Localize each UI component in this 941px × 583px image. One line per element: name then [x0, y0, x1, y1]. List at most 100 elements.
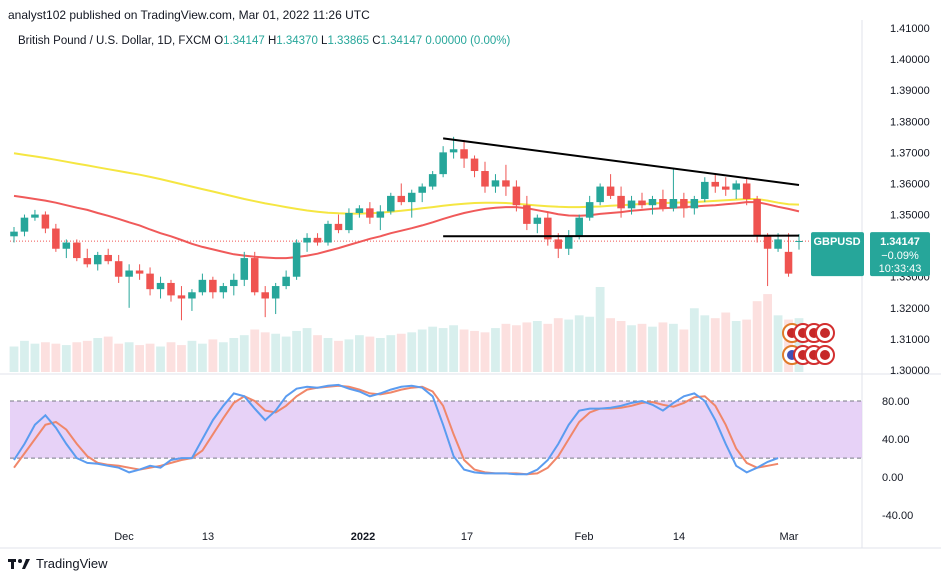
candle-body: [606, 186, 615, 196]
candle-body: [83, 258, 92, 265]
volume-bar: [532, 321, 542, 372]
candle-body: [334, 223, 343, 231]
price-tick-label: 1.38000: [890, 116, 930, 128]
change-value: 0.00000 (0.00%): [425, 35, 511, 47]
price-tag-change: −0.09%: [881, 250, 919, 262]
volume-bar: [344, 339, 354, 372]
volume-bar: [61, 345, 71, 372]
volume-bar: [417, 329, 427, 372]
volume-bar: [281, 336, 291, 372]
time-tick-label: 13: [202, 531, 214, 543]
price-tick-label: 1.36000: [890, 178, 930, 190]
candle-body: [638, 200, 646, 206]
candle-body: [104, 254, 112, 262]
candle-body: [324, 223, 332, 243]
volume-bar: [658, 322, 668, 372]
open-label: O: [214, 35, 224, 47]
volume-bar: [93, 338, 103, 372]
candle-body: [701, 181, 709, 199]
volume-bar: [595, 287, 605, 372]
volume-bar: [386, 335, 396, 372]
time-tick-label: Dec: [114, 531, 134, 543]
price-tick-label: 1.41000: [890, 23, 930, 35]
volume-bar: [396, 333, 406, 372]
candle-body: [219, 286, 228, 293]
candle-body: [240, 258, 249, 280]
candle-body: [345, 212, 353, 231]
volume-bar: [41, 342, 50, 372]
stoch-tick-label: 40.00: [882, 434, 910, 446]
time-tick-label: 17: [461, 531, 473, 543]
candle-body: [680, 199, 688, 209]
ma-fast-line: [13, 194, 800, 260]
volume-bar: [669, 323, 678, 372]
volume-bar: [428, 326, 438, 372]
candle-body: [93, 254, 102, 265]
volume-bar: [627, 325, 636, 372]
candle-body: [669, 199, 678, 209]
volume-bar: [239, 335, 249, 372]
volume-bar: [522, 322, 532, 372]
volume-bar: [564, 319, 574, 372]
candle-body: [418, 186, 426, 193]
candle-body: [711, 181, 720, 187]
volume-bar: [700, 315, 710, 372]
volume-bar: [773, 315, 783, 372]
volume-bar: [166, 342, 176, 372]
volume-bar: [187, 340, 197, 372]
price-tick-label: 1.30000: [890, 365, 930, 377]
volume-bar: [145, 343, 155, 372]
candle-body: [20, 217, 29, 232]
price-tick-label: 1.35000: [890, 210, 930, 222]
volume-bar: [459, 329, 469, 372]
candle-body: [387, 195, 395, 212]
volume-bar: [637, 323, 647, 372]
candle-body: [250, 258, 259, 293]
volume-bar: [710, 318, 720, 372]
volume-bar: [470, 330, 479, 372]
candle-body: [481, 171, 489, 187]
volume-bar: [512, 325, 521, 372]
close-label: C: [372, 35, 381, 47]
candle-body: [303, 237, 311, 243]
volume-bar: [229, 338, 239, 372]
volume-bar: [480, 332, 490, 372]
event-flag-core: [820, 350, 830, 360]
candle-body: [407, 192, 416, 203]
volume-bar: [260, 332, 270, 372]
stoch-tick-label: -40.00: [882, 510, 913, 522]
stoch-tick-label: 80.00: [882, 396, 910, 408]
volume-bar: [375, 338, 385, 372]
volume-bar: [124, 342, 134, 372]
candle-body: [62, 242, 71, 249]
volume-bar: [721, 312, 731, 372]
volume-bar: [20, 340, 29, 372]
tradingview-logo-icon: [8, 558, 30, 569]
volume-bar: [731, 321, 741, 372]
volume-bar: [763, 294, 772, 372]
candle-body: [470, 158, 479, 172]
candle-body: [73, 242, 81, 259]
volume-bar: [438, 328, 448, 372]
candle-body: [156, 282, 165, 290]
volume-bar: [501, 323, 511, 372]
candle-body: [742, 183, 751, 199]
volume-bar: [585, 316, 595, 372]
candle-body: [491, 180, 500, 187]
candle-body: [449, 149, 458, 153]
open-value: 1.34147: [223, 35, 265, 47]
high-label: H: [267, 35, 277, 47]
stoch-tick-label: 0.00: [882, 472, 903, 484]
low-value: 1.33865: [327, 35, 370, 47]
event-flag-core: [820, 328, 830, 338]
low-label: L: [321, 35, 328, 47]
candle-body: [31, 214, 39, 218]
volume-bar: [334, 340, 343, 372]
volume-bar: [313, 335, 322, 372]
volume-bar: [365, 336, 375, 372]
price-tick-label: 1.39000: [890, 85, 930, 97]
candle-body: [355, 208, 364, 213]
volume-bar: [742, 319, 752, 372]
volume-bar: [616, 321, 626, 372]
